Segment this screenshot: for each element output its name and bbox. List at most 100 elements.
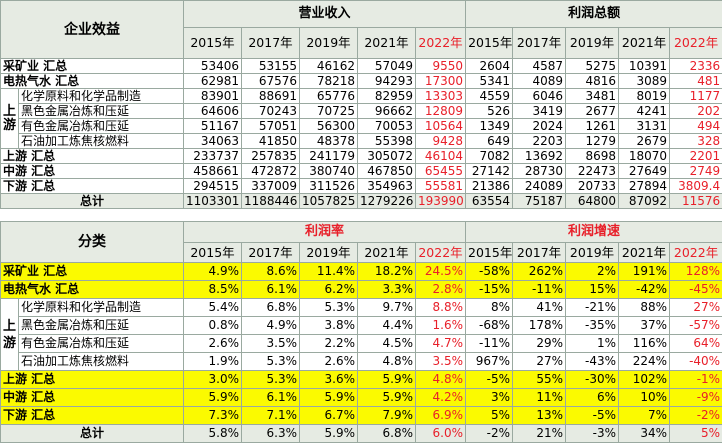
- value-cell: 4.8%: [416, 371, 466, 389]
- value-cell: 4.2%: [416, 389, 466, 407]
- value-cell: 21386: [466, 179, 513, 194]
- value-cell: 4559: [466, 89, 513, 104]
- year-header: 2015年: [184, 28, 242, 59]
- row-label: 下游 汇总: [1, 407, 184, 425]
- value-cell: 967%: [466, 353, 513, 371]
- value-cell: 7.3%: [184, 407, 242, 425]
- value-cell: 4.4%: [358, 317, 416, 335]
- value-cell: 18070: [619, 149, 670, 164]
- value-cell: 3.5%: [242, 335, 300, 353]
- value-cell: 53155: [242, 59, 300, 74]
- value-cell: 3089: [619, 74, 670, 89]
- value-cell: 494: [670, 119, 722, 134]
- value-cell: 70053: [358, 119, 416, 134]
- value-cell: 337009: [242, 179, 300, 194]
- row-label: 上游 汇总: [1, 149, 184, 164]
- value-cell: 305072: [358, 149, 416, 164]
- value-cell: 3.8%: [300, 317, 358, 335]
- value-cell: 48378: [300, 134, 358, 149]
- value-cell: 294515: [184, 179, 242, 194]
- value-cell: 1177: [670, 89, 722, 104]
- value-cell: 70725: [300, 104, 358, 119]
- value-cell: 17300: [416, 74, 466, 89]
- value-cell: 94293: [358, 74, 416, 89]
- year-header: 2019年: [566, 243, 619, 263]
- row-label: 有色金属冶炼和压延: [19, 335, 184, 353]
- value-cell: 5.4%: [184, 299, 242, 317]
- value-cell: 13692: [513, 149, 566, 164]
- value-cell: 311526: [300, 179, 358, 194]
- year-header: 2017年: [242, 28, 300, 59]
- value-cell: 78218: [300, 74, 358, 89]
- value-cell: 55398: [358, 134, 416, 149]
- value-cell: 2677: [566, 104, 619, 119]
- row-label: 石油加工炼焦核燃料: [19, 353, 184, 371]
- value-cell: 46162: [300, 59, 358, 74]
- value-cell: 64%: [670, 335, 722, 353]
- value-cell: 27%: [513, 353, 566, 371]
- value-cell: 2%: [566, 263, 619, 281]
- row-label: 中游 汇总: [1, 164, 184, 179]
- value-cell: 8698: [566, 149, 619, 164]
- value-cell: 1.9%: [184, 353, 242, 371]
- value-cell: 1.6%: [416, 317, 466, 335]
- value-cell: 5.3%: [300, 299, 358, 317]
- value-cell: -45%: [670, 281, 722, 299]
- value-cell: 11.4%: [300, 263, 358, 281]
- value-cell: 102%: [619, 371, 670, 389]
- value-cell: 3809.4: [670, 179, 722, 194]
- value-cell: 5.9%: [358, 371, 416, 389]
- value-cell: -2%: [670, 407, 722, 425]
- year-header: 2015年: [466, 243, 513, 263]
- group-header: 利润增速: [466, 222, 722, 243]
- value-cell: -5%: [466, 371, 513, 389]
- value-cell: 11%: [513, 389, 566, 407]
- year-header: 2019年: [300, 243, 358, 263]
- year-header: 2021年: [358, 28, 416, 59]
- value-cell: 5.9%: [300, 389, 358, 407]
- value-cell: 0.8%: [184, 317, 242, 335]
- value-cell: 128%: [670, 263, 722, 281]
- value-cell: 2.8%: [416, 281, 466, 299]
- value-cell: 4241: [619, 104, 670, 119]
- value-cell: 34063: [184, 134, 242, 149]
- value-cell: -43%: [566, 353, 619, 371]
- year-header: 2019年: [566, 28, 619, 59]
- value-cell: 88%: [619, 299, 670, 317]
- value-cell: 1188446: [242, 194, 300, 209]
- row-label: 有色金属冶炼和压延: [19, 119, 184, 134]
- value-cell: 57051: [242, 119, 300, 134]
- value-cell: 116%: [619, 335, 670, 353]
- value-cell: 56300: [300, 119, 358, 134]
- value-cell: 65455: [416, 164, 466, 179]
- value-cell: 3481: [566, 89, 619, 104]
- value-cell: 13%: [513, 407, 566, 425]
- value-cell: 88691: [242, 89, 300, 104]
- value-cell: 7.1%: [242, 407, 300, 425]
- value-cell: -15%: [466, 281, 513, 299]
- value-cell: 20733: [566, 179, 619, 194]
- value-cell: 2679: [619, 134, 670, 149]
- year-header: 2015年: [184, 243, 242, 263]
- value-cell: -5%: [566, 407, 619, 425]
- value-cell: 241179: [300, 149, 358, 164]
- year-header: 2021年: [358, 243, 416, 263]
- value-cell: 2203: [513, 134, 566, 149]
- value-cell: 7%: [619, 407, 670, 425]
- year-header: 2017年: [242, 243, 300, 263]
- year-header: 2022年: [670, 243, 722, 263]
- value-cell: 27649: [619, 164, 670, 179]
- value-cell: 10564: [416, 119, 466, 134]
- value-cell: 11576: [670, 194, 722, 209]
- value-cell: 6046: [513, 89, 566, 104]
